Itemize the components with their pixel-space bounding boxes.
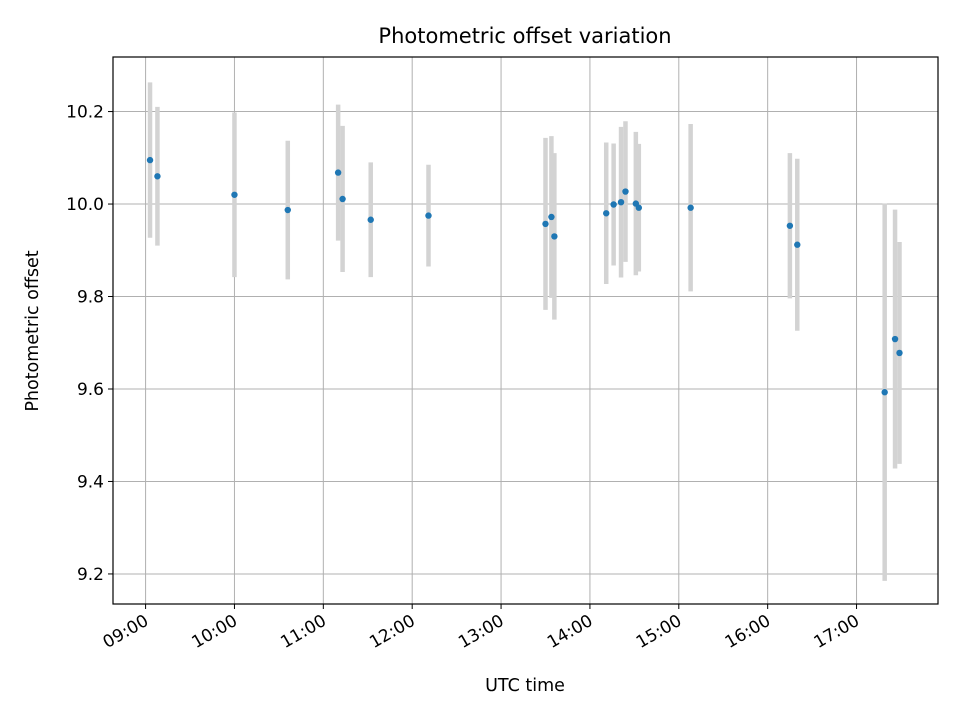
data-point [622,188,629,195]
data-point [154,173,161,180]
data-point [339,195,346,203]
data-point [551,233,558,240]
data-point [603,210,610,217]
data-point [367,216,374,223]
data-point [284,206,291,214]
data-point [786,222,794,229]
y-tick-label: 10.0 [66,195,104,215]
data-point [687,204,694,211]
y-tick-label: 9.2 [77,565,104,585]
data-point [794,241,801,248]
axes-frame [112,56,939,605]
data-point [881,389,888,396]
y-tick-label: 9.4 [77,472,104,492]
y-tick-label: 10.2 [66,103,104,123]
data-point [425,212,432,219]
data-point [548,213,555,221]
data-point [231,191,238,198]
y-tick-label: 9.8 [77,288,104,308]
data-point [334,169,342,176]
data-point [617,198,625,206]
data-point [891,335,899,343]
y-axis-label: Photometric offset [23,250,43,411]
data-points [146,156,903,396]
x-axis-label: UTC time [485,676,565,696]
data-point [542,220,549,228]
data-point [610,201,617,208]
data-point [896,349,903,357]
grid [113,57,938,604]
chart-title: Photometric offset variation [378,24,671,48]
data-point [146,156,154,164]
data-point [635,204,643,211]
y-tick-label: 9.6 [77,380,104,400]
